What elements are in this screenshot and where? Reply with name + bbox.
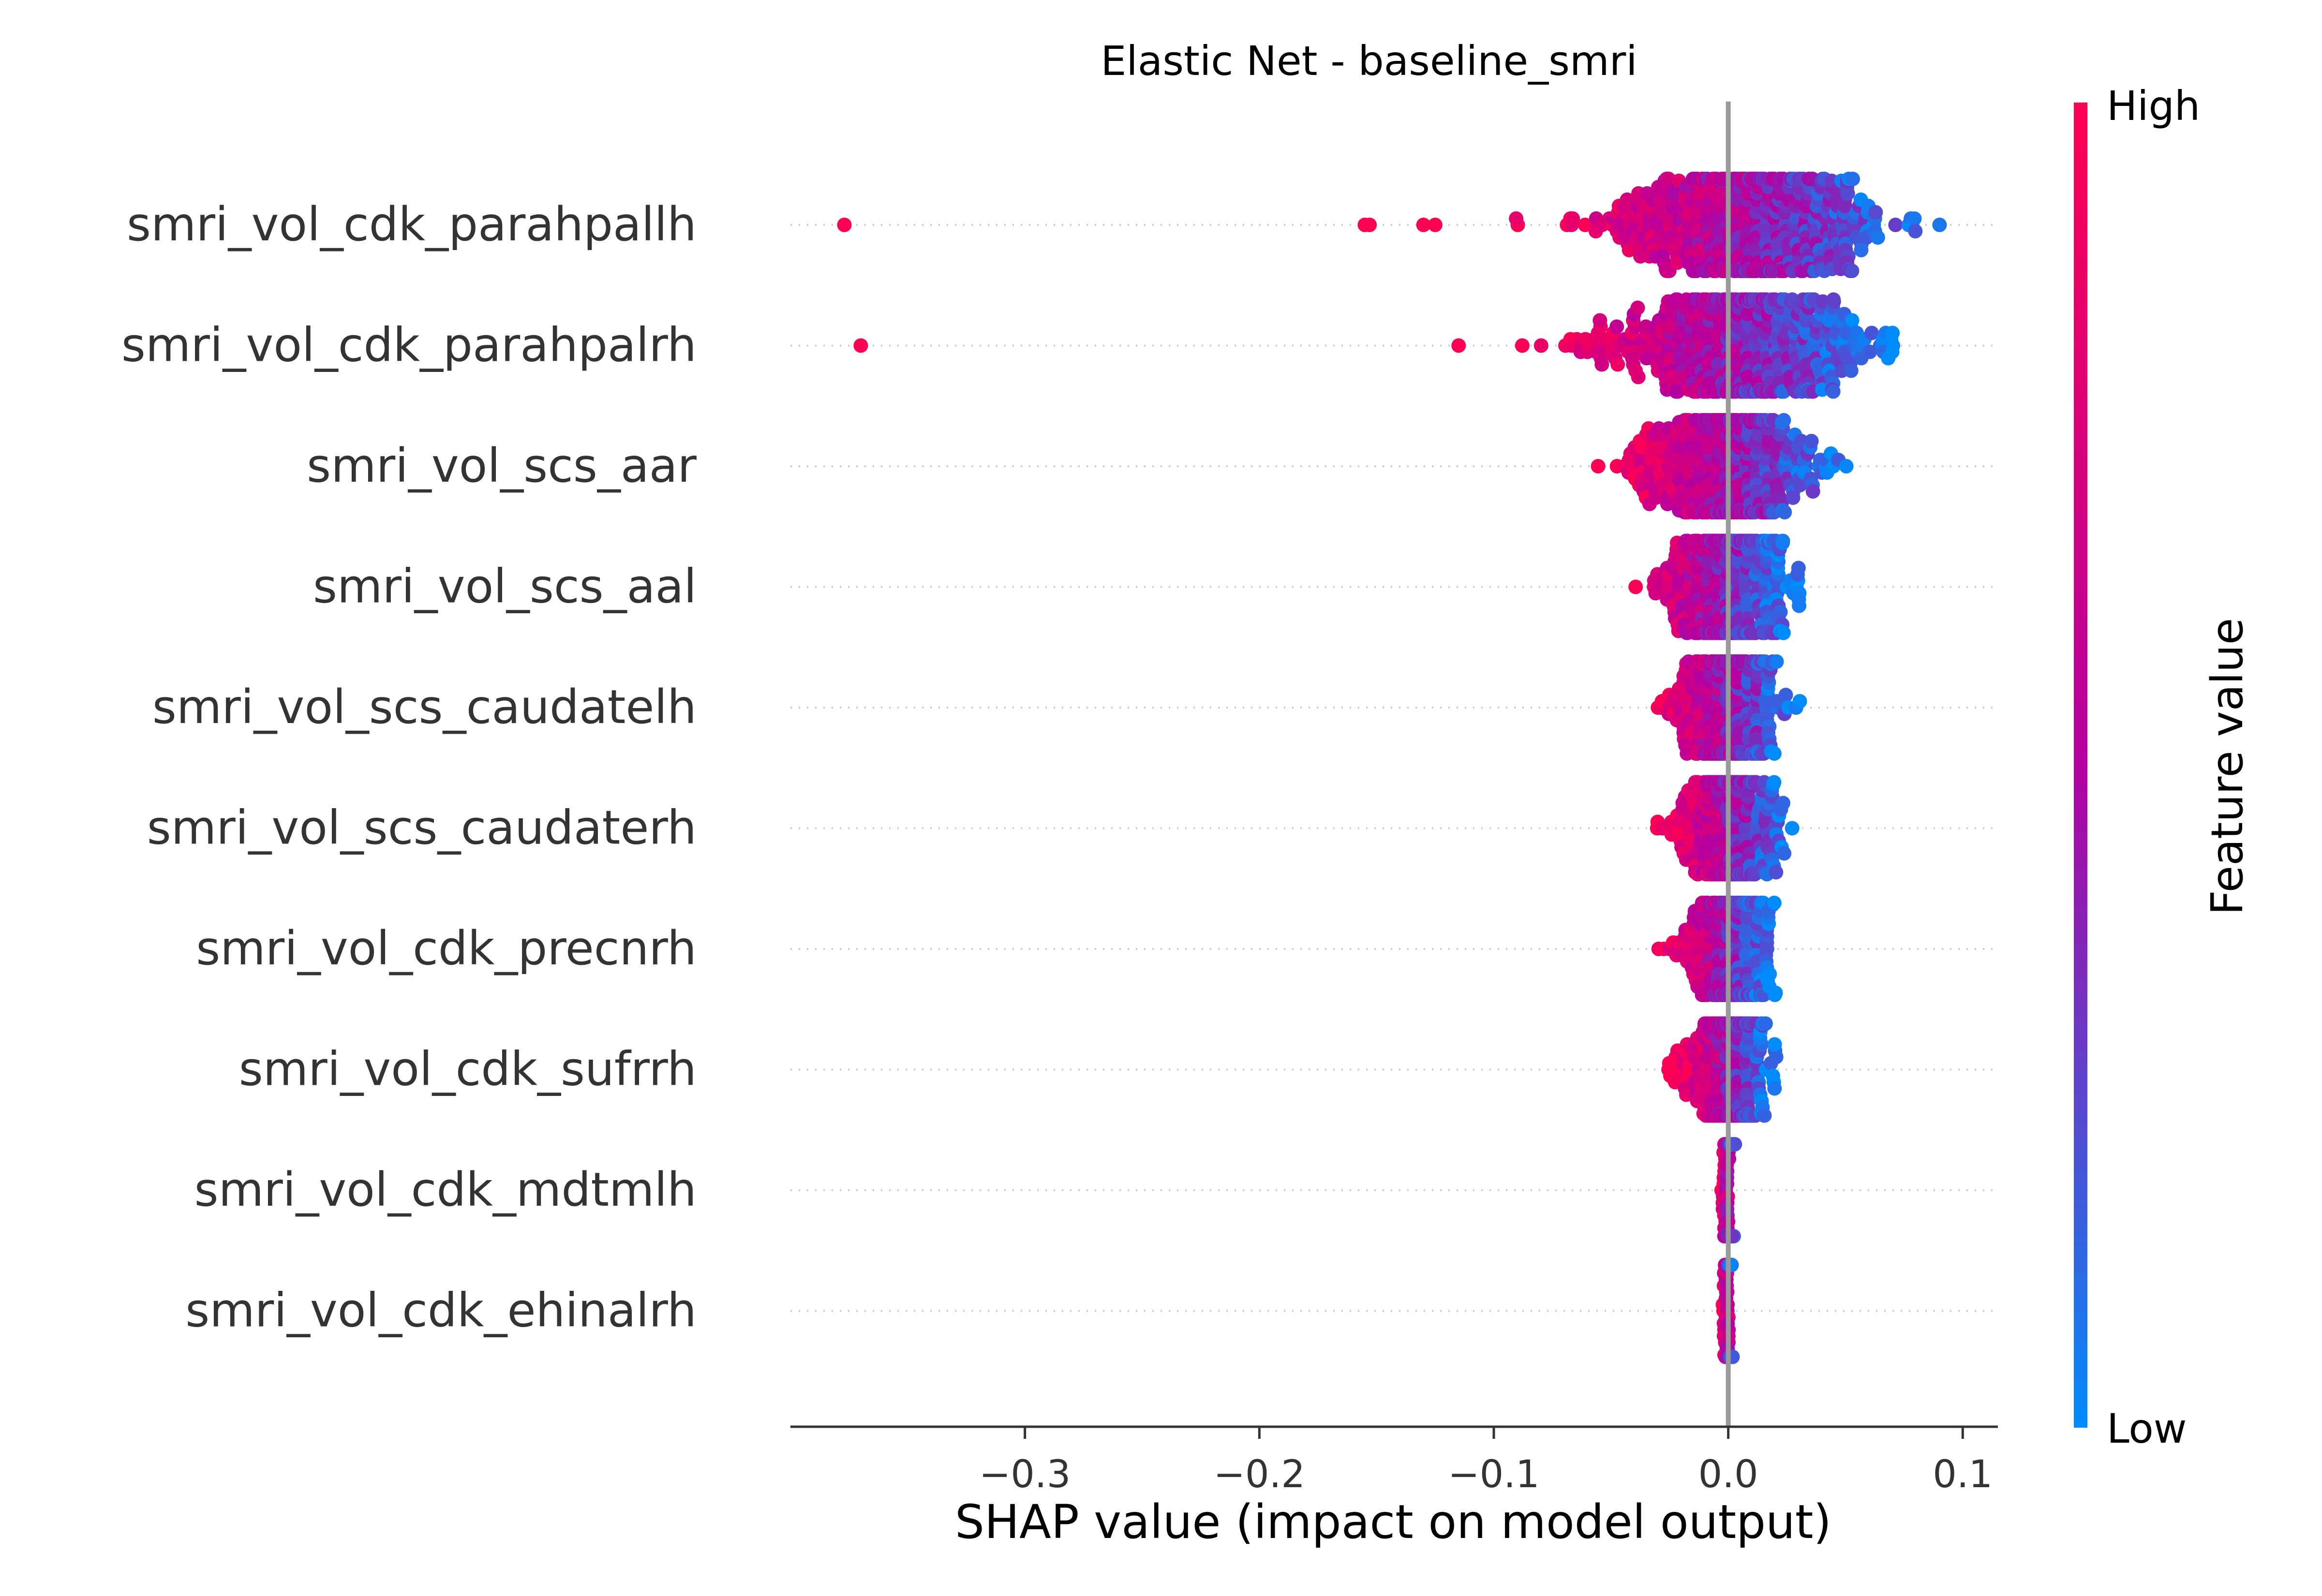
feature-label: smri_vol_cdk_ehinalrh	[185, 1284, 697, 1338]
feature-swarm	[1628, 533, 1807, 640]
feature-swarm	[1651, 896, 1783, 1002]
shap-point	[1870, 230, 1885, 245]
feature-swarm	[853, 292, 1901, 399]
feature-label: smri_vol_scs_caudaterh	[147, 801, 697, 855]
shap-point	[1826, 292, 1841, 307]
x-tick-label: 0.0	[1698, 1453, 1758, 1496]
shap-point	[1885, 344, 1900, 359]
shap-point	[1777, 846, 1792, 861]
feature-label: smri_vol_scs_aal	[313, 560, 697, 614]
shap-point	[1724, 1257, 1739, 1272]
feature-swarm	[1650, 775, 1800, 882]
shap-point	[1864, 325, 1879, 340]
shap-point	[1826, 384, 1841, 399]
shap-point	[1758, 1016, 1773, 1031]
shap-outlier-point	[837, 218, 852, 232]
shap-point	[1609, 319, 1624, 334]
x-axis-label: SHAP value (impact on model output)	[955, 1495, 1831, 1549]
shap-outlier-point	[1416, 218, 1431, 232]
feature-label: smri_vol_scs_caudatelh	[152, 680, 697, 734]
shap-point	[1862, 344, 1877, 359]
shap-outlier-point	[853, 338, 868, 353]
feature-rows: smri_vol_cdk_parahpallh smri_vol_cdk_para…	[121, 197, 1998, 1338]
shap-point	[1844, 363, 1859, 378]
x-tick-label: 0.1	[1933, 1453, 1993, 1496]
feature-label: smri_vol_cdk_sufrrh	[239, 1042, 697, 1096]
chart-title: Elastic Net - baseline_smri	[1101, 37, 1637, 85]
shap-point	[1509, 211, 1524, 226]
shap-point	[1593, 313, 1608, 328]
shap-point	[1777, 505, 1792, 519]
shap-point	[1769, 865, 1784, 880]
shap-point	[1727, 1137, 1742, 1152]
shap-outlier-point	[1362, 218, 1377, 232]
shap-outlier-point	[1428, 218, 1443, 232]
x-tick-label: −0.2	[1214, 1453, 1305, 1496]
shap-point	[1868, 205, 1883, 220]
feature-label: smri_vol_cdk_precnrh	[196, 921, 697, 975]
shap-point	[1845, 172, 1860, 186]
x-tick-label: −0.1	[1448, 1453, 1539, 1496]
shap-point	[1854, 243, 1869, 257]
shap-point	[1515, 338, 1530, 353]
shap-point	[1792, 478, 1807, 492]
shap-point	[1776, 413, 1791, 428]
shap-point	[1932, 218, 1947, 232]
shap-point	[1791, 561, 1806, 576]
feature-swarm	[1591, 413, 1854, 519]
shap-point	[1610, 357, 1625, 372]
feature-swarm	[1661, 1016, 1784, 1123]
shap-point	[1767, 775, 1782, 790]
shap-points	[837, 172, 1947, 1364]
feature-label: smri_vol_cdk_parahpalrh	[121, 318, 697, 372]
shap-point	[1767, 1037, 1782, 1052]
shap-point	[1845, 264, 1860, 278]
shap-point	[1775, 796, 1790, 811]
shap-point	[1908, 224, 1923, 238]
shap-point	[1533, 338, 1548, 353]
shap-point	[1791, 598, 1806, 613]
colorbar-high-label: High	[2107, 82, 2200, 130]
shap-point	[1565, 211, 1580, 226]
shap-point	[1815, 382, 1830, 397]
shap-point	[1769, 654, 1784, 669]
shap-point	[1620, 192, 1635, 207]
shap-point	[1591, 459, 1606, 473]
colorbar-low-label: Low	[2107, 1405, 2187, 1452]
shap-outlier-point	[1451, 338, 1466, 353]
shap-point	[1775, 533, 1790, 548]
shap-point	[1885, 325, 1900, 340]
shap-point	[1785, 821, 1800, 836]
colorbar	[2074, 103, 2087, 1428]
shap-point	[1757, 1108, 1772, 1123]
feature-swarm	[1651, 654, 1807, 761]
shap-point	[1767, 896, 1782, 910]
shap-point	[1628, 579, 1643, 594]
shap-point	[1767, 1081, 1782, 1096]
shap-point	[1630, 300, 1645, 315]
shap-point	[1888, 218, 1903, 232]
shap-point	[1594, 357, 1609, 372]
shap-point	[1776, 625, 1791, 640]
shap-point	[1792, 694, 1807, 709]
shap-point	[1786, 490, 1801, 505]
shap-point	[1805, 484, 1820, 499]
colorbar-axis-label: Feature value	[2202, 618, 2253, 916]
shap-point	[1631, 369, 1646, 384]
shap-point	[1845, 313, 1860, 328]
shap-point	[1839, 459, 1854, 473]
shap-point	[1778, 688, 1793, 702]
shap-point	[1907, 211, 1922, 226]
feature-label: smri_vol_cdk_parahpallh	[127, 197, 697, 251]
feature-label: smri_vol_cdk_mdtmlh	[194, 1163, 697, 1217]
x-tick-label: −0.3	[979, 1453, 1071, 1496]
shap-point	[1804, 434, 1819, 448]
feature-label: smri_vol_scs_aar	[307, 439, 697, 493]
x-axis-ticks: −0.3 −0.2 −0.1 0.0 0.1	[979, 1427, 1993, 1496]
shap-point	[1767, 746, 1782, 761]
shap-point	[1767, 988, 1782, 1002]
